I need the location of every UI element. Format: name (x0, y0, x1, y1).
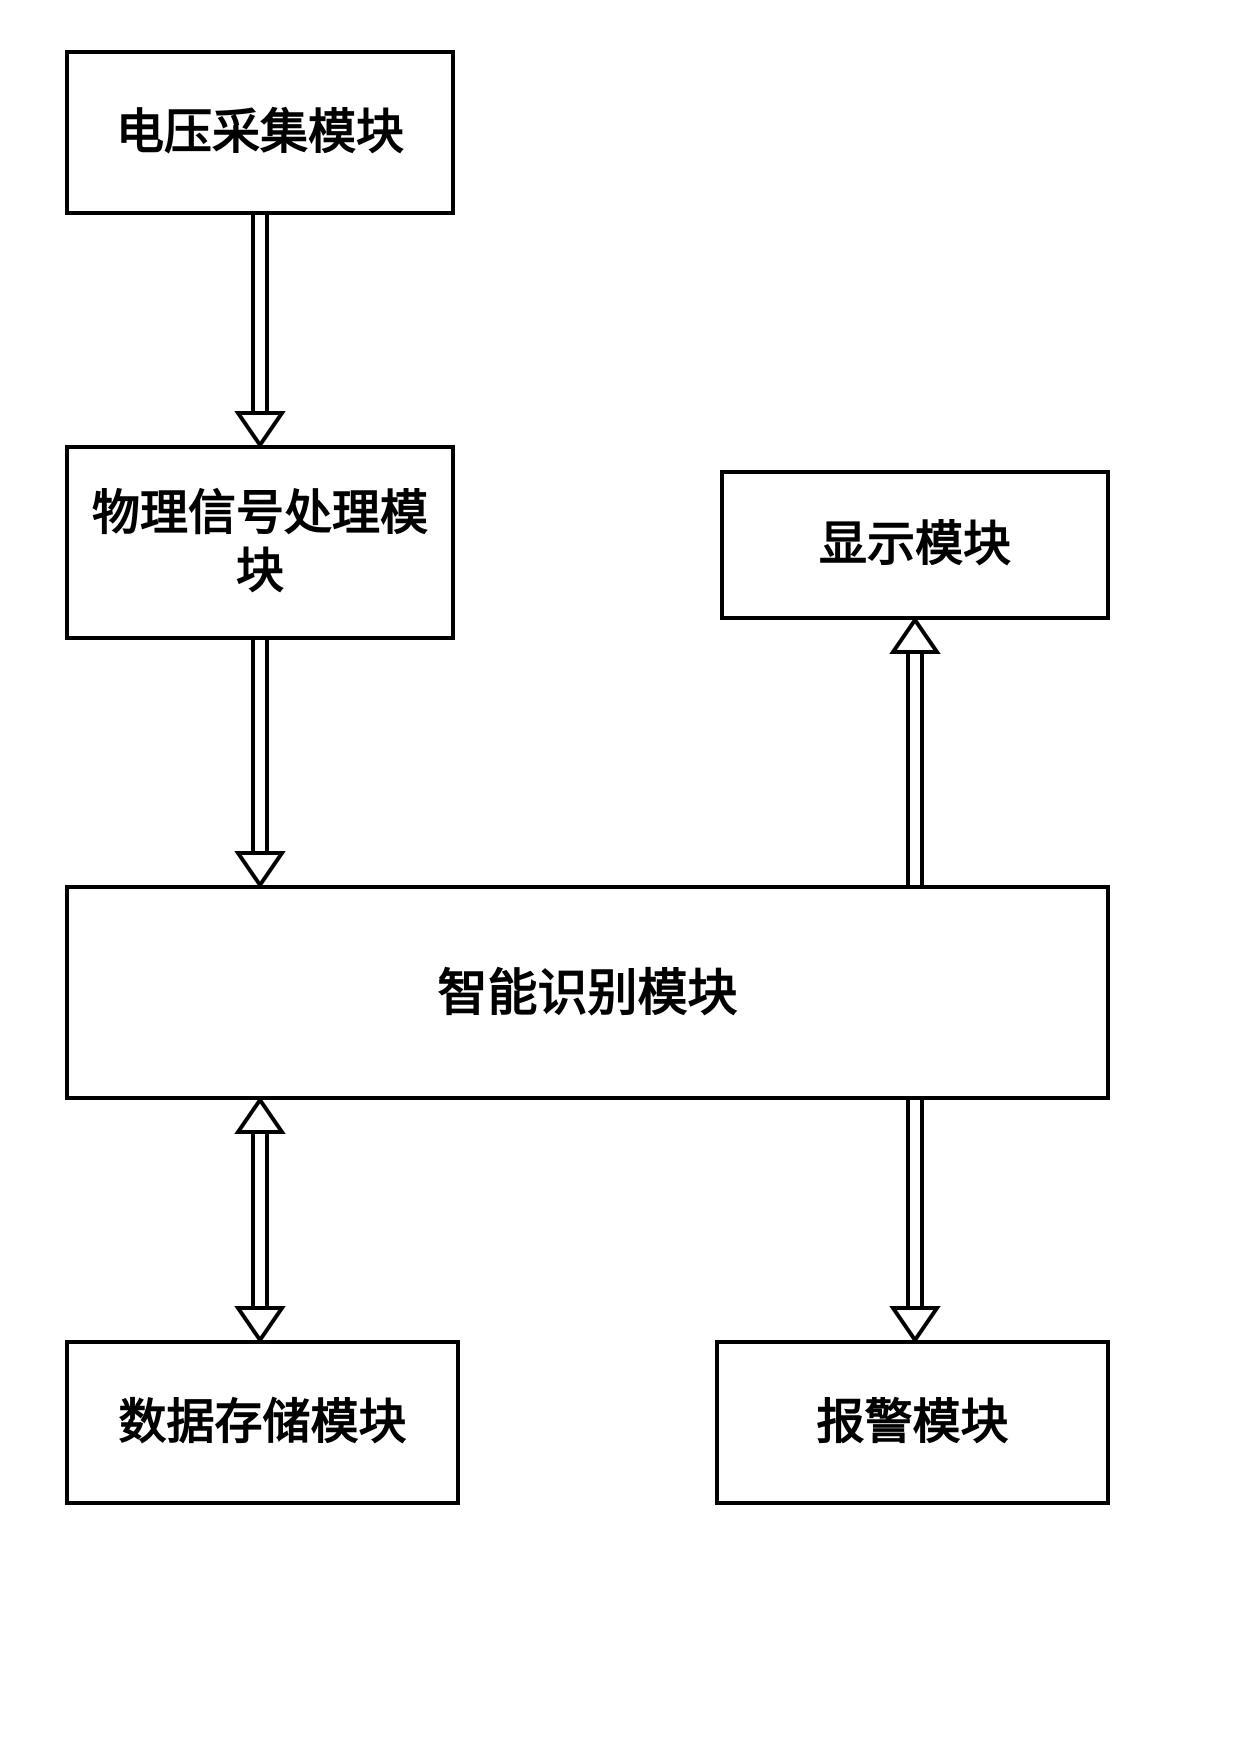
edge-recognition-storage-bidir (238, 1100, 282, 1340)
edge-signal-to-recognition (238, 640, 282, 885)
edge-recognition-to-alarm (893, 1100, 937, 1340)
node-label: 物理信号处理模块 (69, 485, 451, 600)
node-label: 数据存储模块 (118, 1394, 406, 1452)
node-signal-processing: 物理信号处理模块 (65, 445, 455, 640)
node-label: 智能识别模块 (438, 963, 738, 1023)
node-label: 显示模块 (819, 516, 1011, 574)
node-recognition: 智能识别模块 (65, 885, 1110, 1100)
node-alarm: 报警模块 (715, 1340, 1110, 1505)
edge-recognition-to-display (893, 620, 937, 885)
node-voltage-acquisition: 电压采集模块 (65, 50, 455, 215)
node-display: 显示模块 (720, 470, 1110, 620)
node-label: 电压采集模块 (116, 104, 404, 162)
edge-voltage-to-signal (238, 215, 282, 445)
node-storage: 数据存储模块 (65, 1340, 460, 1505)
node-label: 报警模块 (816, 1394, 1008, 1452)
